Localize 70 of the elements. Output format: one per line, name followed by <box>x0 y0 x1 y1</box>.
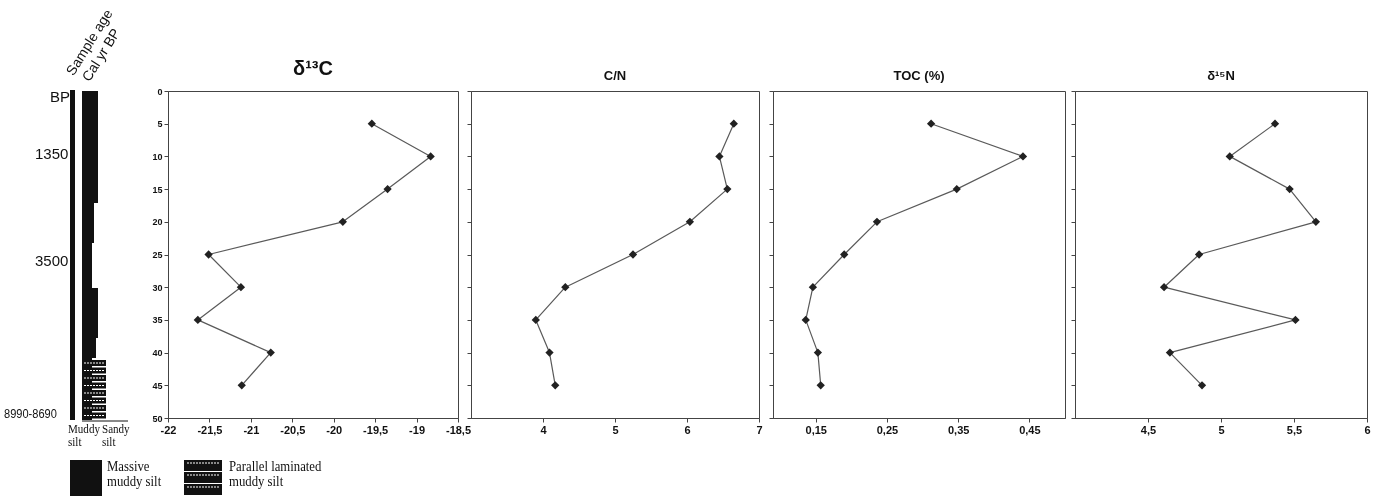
x-tick-label: 4 <box>540 423 548 436</box>
x-tick-label: -22 <box>160 423 177 436</box>
point <box>730 119 738 128</box>
point <box>545 348 554 357</box>
point <box>686 218 694 226</box>
point <box>809 283 817 291</box>
point <box>723 185 732 193</box>
point <box>1019 152 1027 161</box>
point <box>1285 185 1294 193</box>
point <box>1312 218 1320 226</box>
y-tick-label: 35 <box>152 315 163 326</box>
point <box>802 316 810 324</box>
point <box>1166 348 1174 357</box>
chart-title: C/N <box>603 67 627 83</box>
text: Sandy silt <box>102 421 131 449</box>
y-tick-label: 0 <box>157 86 163 97</box>
text: 1350 <box>35 145 69 162</box>
x-tick-label: 4,5 <box>1140 423 1157 436</box>
text: Muddy silt <box>68 421 100 449</box>
y-tick-label: 15 <box>152 184 163 195</box>
x-tick-label: 5,5 <box>1286 423 1303 436</box>
x-tick-label: -21 <box>243 423 260 436</box>
point <box>816 381 825 390</box>
point <box>1271 119 1279 128</box>
text: Massive muddy silt <box>107 458 163 489</box>
chart-title: δ¹⁵N <box>1207 67 1235 83</box>
point <box>1198 381 1206 390</box>
x-tick-label: -19,5 <box>363 423 389 436</box>
x-tick-label: -18,5 <box>445 423 472 436</box>
y-tick-label: 50 <box>152 413 163 424</box>
y-tick-label: 20 <box>152 217 163 228</box>
point <box>1160 283 1168 291</box>
x-tick-label: 0,45 <box>1019 423 1041 436</box>
text: 3500 <box>35 252 69 269</box>
point <box>814 348 822 357</box>
y-tick-label: 30 <box>152 282 163 293</box>
x-tick-label: 6 <box>684 423 691 436</box>
x-tick-label: -20 <box>326 423 343 436</box>
point <box>629 250 637 259</box>
y-tick-label: 10 <box>152 151 163 162</box>
y-tick-label: 45 <box>152 380 163 391</box>
text: Parallel laminated muddy silt <box>229 458 323 489</box>
point <box>1226 152 1234 161</box>
x-tick-label: 6 <box>1364 423 1371 436</box>
point <box>953 185 961 193</box>
point <box>551 381 559 390</box>
x-tick-label: 0,35 <box>947 423 970 436</box>
y-tick-label: 40 <box>152 348 163 359</box>
y-tick-label: 25 <box>152 250 163 260</box>
point <box>927 119 935 128</box>
x-tick-label: -21,5 <box>197 423 223 436</box>
point <box>1195 250 1203 259</box>
text: BP <box>50 88 71 105</box>
chart-title: δ¹³C <box>293 57 333 79</box>
point <box>1291 316 1300 324</box>
x-tick-label: -20,5 <box>280 423 306 436</box>
x-tick-label: 0,25 <box>876 423 899 436</box>
text: 8990-8690 <box>4 406 57 421</box>
x-tick-label: 5 <box>612 423 619 436</box>
point <box>532 316 540 324</box>
x-tick-label: 5 <box>1218 423 1225 436</box>
x-tick-label: 0,15 <box>805 423 827 436</box>
chart-title: TOC (%) <box>893 67 945 83</box>
point <box>561 283 570 291</box>
point <box>873 218 881 226</box>
point <box>840 250 848 259</box>
point <box>715 152 724 161</box>
y-tick-label: 5 <box>157 119 163 130</box>
x-tick-label: 7 <box>756 423 763 436</box>
x-tick-label: -19 <box>409 423 426 436</box>
